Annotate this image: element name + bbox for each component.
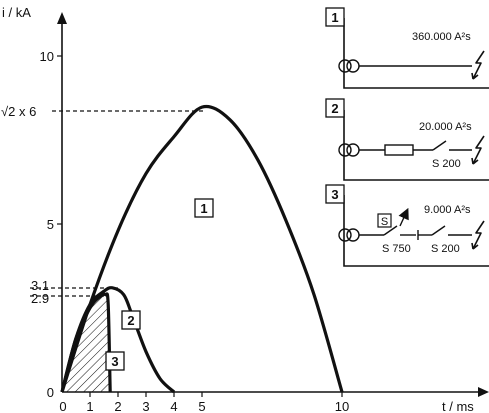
curve-label-1-text: 1	[200, 201, 207, 216]
y-axis-arrow	[57, 12, 67, 24]
y-tick-5: 5	[47, 217, 54, 232]
selective-arrow	[398, 207, 409, 227]
panel-2-breaker-label: S 200	[432, 158, 461, 170]
s-box	[377, 213, 392, 228]
panel-2-value: 20.000 A²s	[419, 121, 472, 133]
curve-3	[60, 292, 112, 393]
panel-1: 1 360.000 A²s	[325, 7, 489, 89]
curve-3-area	[62, 293, 111, 392]
y-tick-0: 0	[47, 385, 54, 400]
curve-1	[60, 104, 344, 393]
curve-label-3-text: 3	[111, 354, 118, 369]
fault-lightning-icon	[471, 50, 485, 80]
x-axis-arrow	[478, 387, 489, 397]
panel-3-selective-label: S 750	[382, 243, 411, 255]
s-box-label: S	[381, 216, 388, 228]
panel-1-value: 360.000 A²s	[412, 31, 471, 43]
x-tick-0: 0	[59, 399, 66, 413]
curve-label-2: 2	[121, 310, 141, 330]
y-mark-peak: √2 x 6	[1, 104, 36, 119]
y-tick-10: 10	[40, 49, 54, 64]
panel-3-breaker-label: S 200	[431, 243, 460, 255]
x-tick-10: 10	[335, 399, 349, 413]
y-axis-title: i / kA	[2, 5, 31, 20]
curve-label-1: 1	[194, 198, 214, 218]
curve-label-3: 3	[105, 351, 125, 371]
transformer-icon	[338, 143, 360, 157]
y-mark-3-1: 3.1	[31, 278, 49, 293]
x-tick-4: 4	[170, 399, 177, 413]
fuse-icon	[384, 144, 414, 156]
fault-lightning-icon	[471, 135, 485, 165]
breaker-switch-icon	[431, 225, 446, 236]
breaker-switch-icon	[432, 140, 447, 151]
panel-3-value: 9.000 A²s	[424, 204, 471, 216]
panel-3: 3 9.000 A²s S S 750 S 200	[325, 184, 489, 267]
panel-2-number: 2	[331, 101, 338, 116]
panel-2: 2 20.000 A²s S 200	[325, 98, 489, 181]
panel-1-number: 1	[331, 10, 338, 25]
curve-label-2-text: 2	[127, 313, 134, 328]
x-tick-2: 2	[114, 399, 121, 413]
fault-lightning-icon	[471, 220, 485, 250]
x-tick-1: 1	[86, 399, 93, 413]
selective-switch-icon	[383, 225, 398, 236]
y-ticks	[57, 55, 62, 225]
transformer-icon	[338, 228, 360, 242]
y-mark-2-9: 2.9	[31, 291, 49, 306]
transformer-icon	[338, 59, 360, 73]
panel-3-number: 3	[331, 187, 338, 202]
x-tick-5: 5	[198, 399, 205, 413]
x-tick-3: 3	[142, 399, 149, 413]
x-axis-title: t / ms	[442, 399, 474, 413]
x-ticks	[89, 392, 343, 397]
